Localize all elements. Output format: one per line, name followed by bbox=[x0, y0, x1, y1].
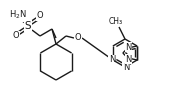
Text: CH₃: CH₃ bbox=[109, 17, 123, 25]
Text: O: O bbox=[13, 32, 19, 40]
Text: N: N bbox=[126, 43, 132, 52]
Text: H$_2$N: H$_2$N bbox=[9, 9, 27, 21]
Text: S: S bbox=[25, 21, 31, 31]
Text: N: N bbox=[123, 63, 129, 71]
Text: O: O bbox=[37, 11, 43, 21]
Text: N: N bbox=[126, 55, 132, 64]
Text: N: N bbox=[109, 56, 115, 64]
Text: O: O bbox=[75, 33, 81, 43]
